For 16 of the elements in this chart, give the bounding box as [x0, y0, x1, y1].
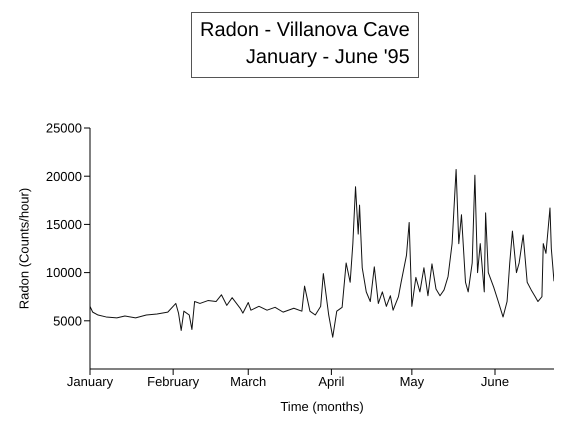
- x-tick-label: January: [66, 374, 114, 390]
- y-tick-label: 15000: [46, 217, 82, 232]
- chart-subtitle: January - June '95: [244, 45, 410, 70]
- x-tick-label: February: [147, 374, 200, 390]
- x-tick-label: June: [480, 374, 510, 390]
- x-tick-label: April: [318, 374, 344, 390]
- x-tick-label: March: [230, 374, 266, 390]
- line-series: [90, 168, 554, 338]
- x-axis-title: Time (months): [280, 399, 364, 414]
- x-tick-label: May: [400, 374, 425, 390]
- y-axis-title: Radon (Counts/hour): [16, 188, 32, 310]
- chart-title: Radon - Villanova Cave: [200, 18, 410, 43]
- y-tick-label: 20000: [46, 168, 82, 184]
- y-tick-label: 25000: [46, 120, 82, 136]
- y-tick-label: 10000: [46, 265, 82, 280]
- y-tick-label: 5000: [53, 313, 82, 328]
